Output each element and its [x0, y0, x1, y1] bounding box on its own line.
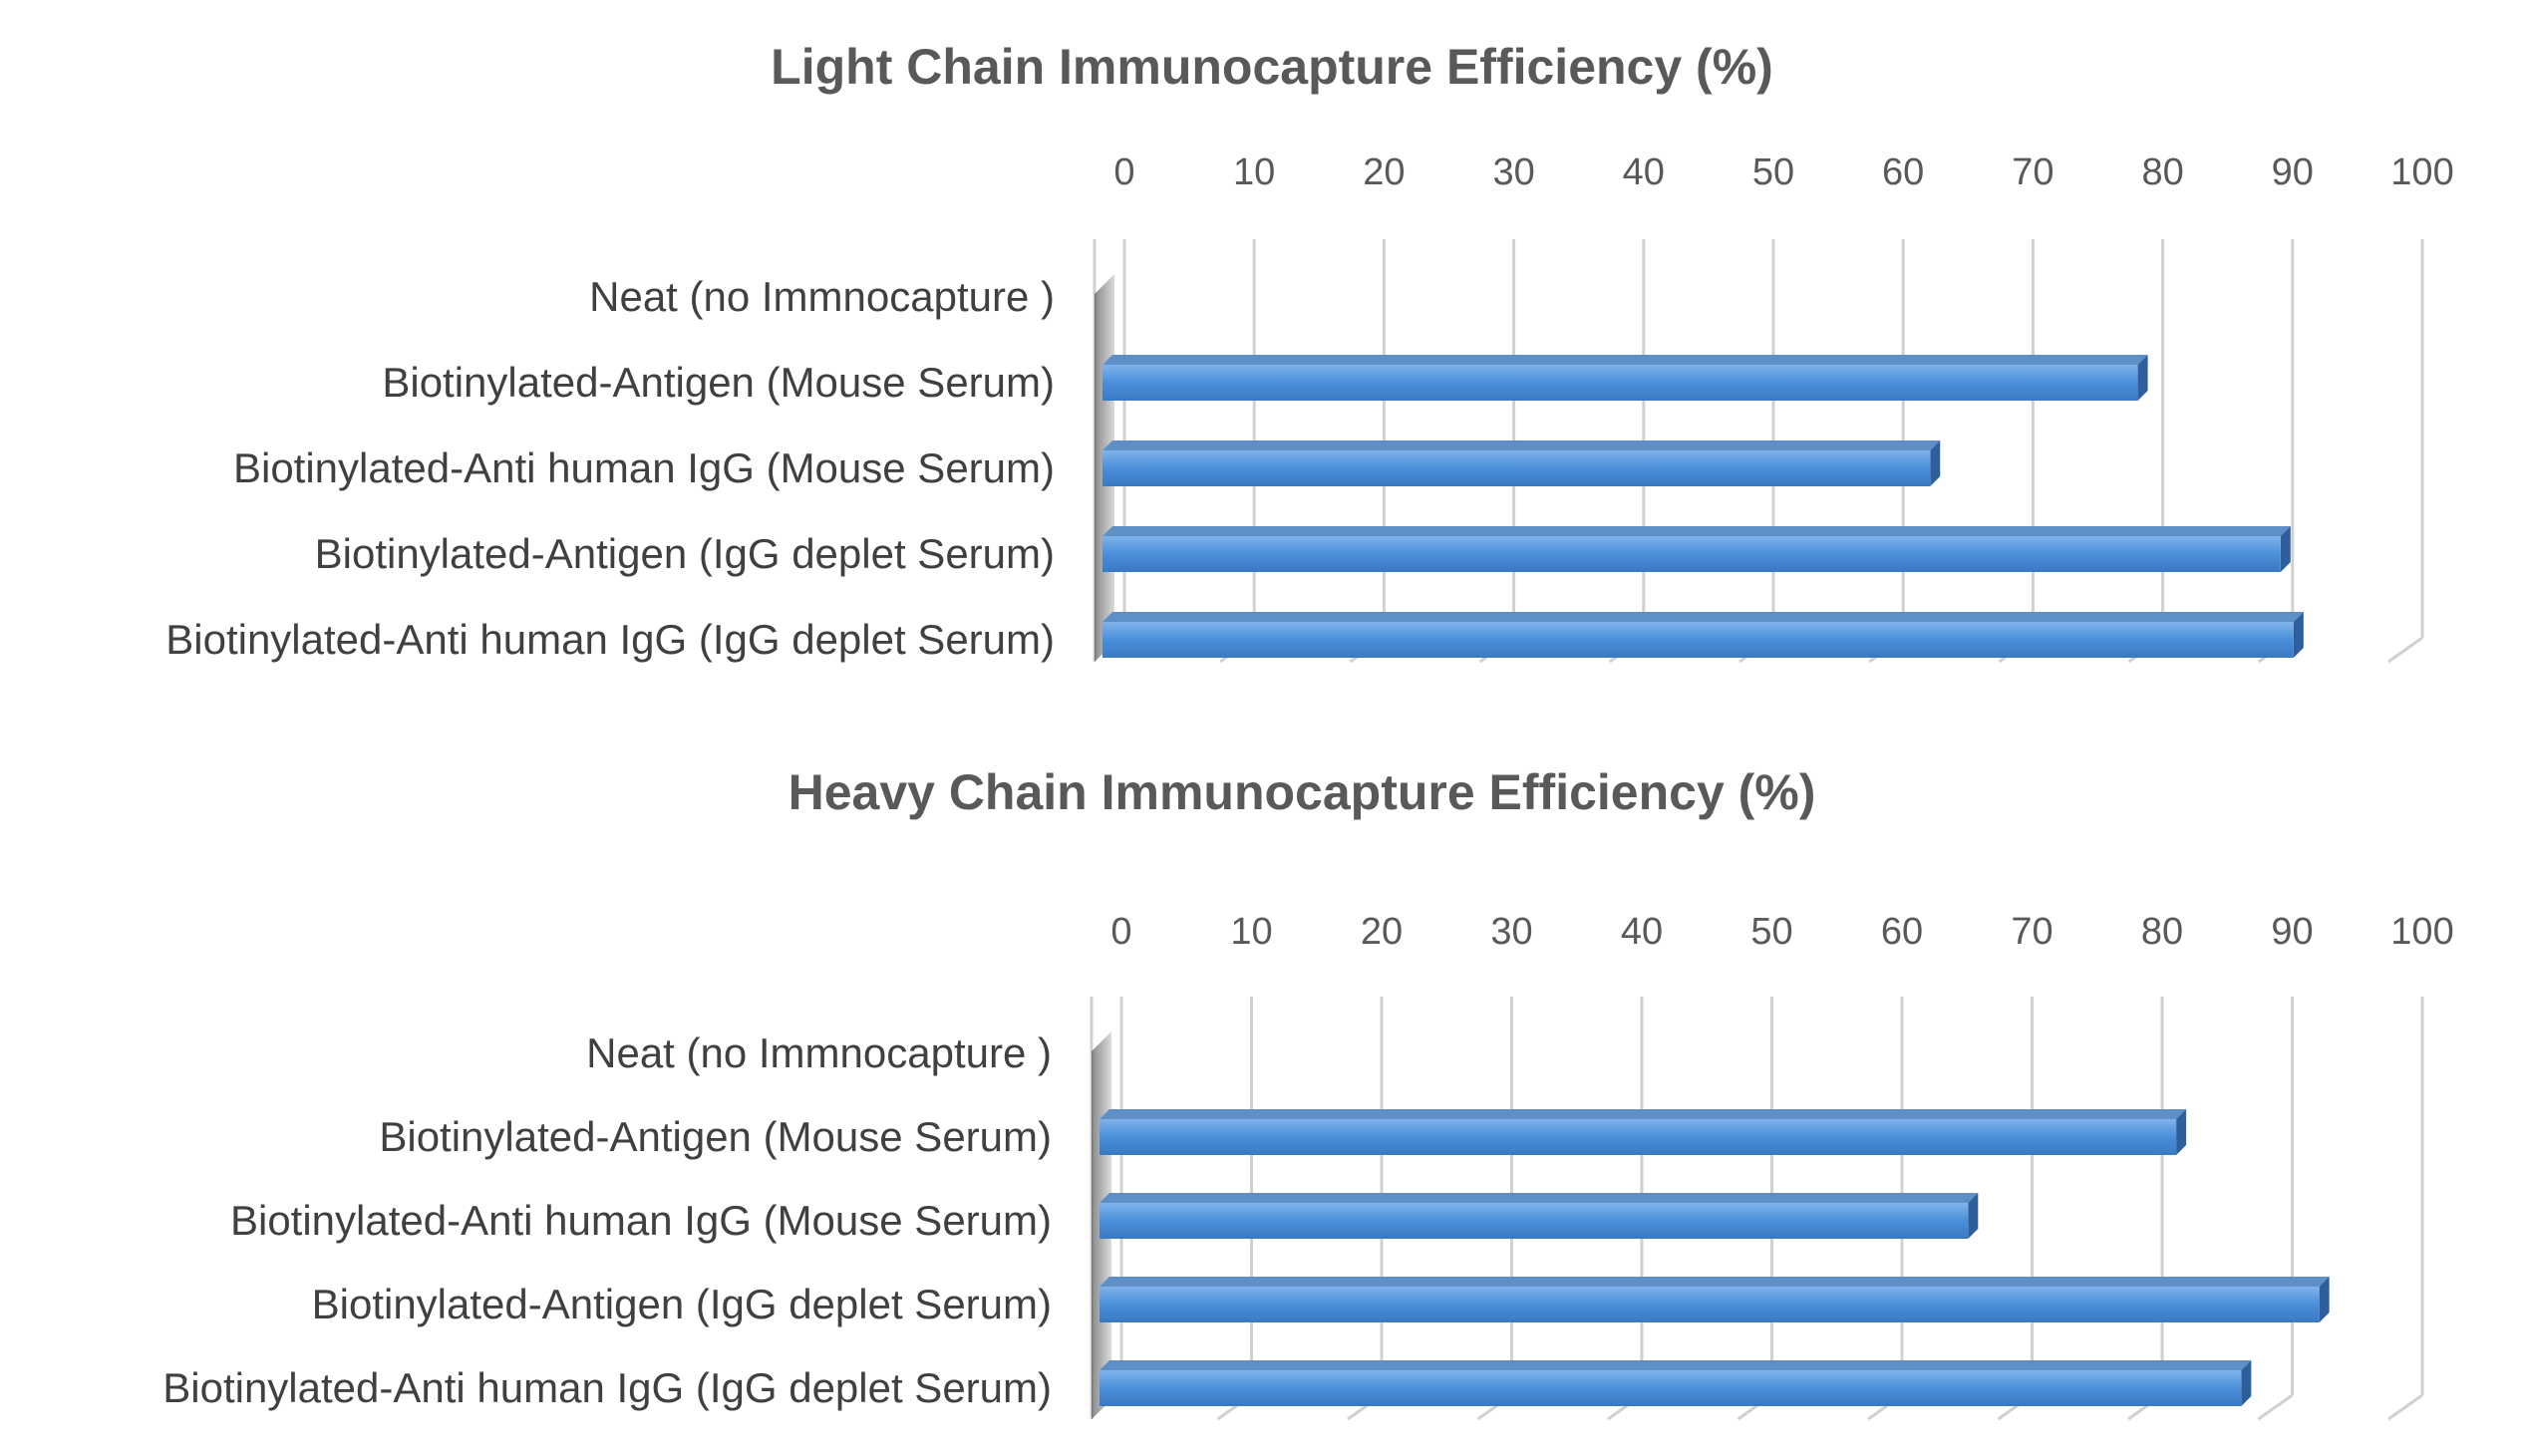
tick-label: 10 [1230, 911, 1272, 953]
bar-side [1968, 1193, 1979, 1239]
bar [1103, 450, 1931, 486]
category-label: Biotinylated-Antigen (IgG deplet Serum) [315, 530, 1055, 577]
floor-tick [2387, 636, 2423, 664]
bars [1100, 1109, 2330, 1406]
category-labels: Neat (no Immnocapture ) Biotinylated-Anti… [165, 273, 1055, 663]
bar-top [1100, 1109, 2187, 1119]
tick-label: 70 [2012, 151, 2053, 193]
bar-top [1103, 612, 2304, 622]
tick-label: 100 [2390, 911, 2453, 953]
bar [1100, 1287, 2320, 1322]
bar-side [2280, 526, 2291, 572]
tick-label: 60 [1881, 911, 1923, 953]
tick-label: 90 [2272, 151, 2314, 193]
chart-title: Heavy Chain Immunocapture Efficiency (%) [789, 764, 1816, 820]
bar-side [2176, 1109, 2187, 1155]
bars [1103, 355, 2304, 658]
tick-label: 10 [1233, 151, 1275, 193]
bar [1100, 1370, 2242, 1406]
tick-label: 80 [2141, 911, 2183, 953]
bar [1103, 536, 2281, 572]
tick-label: 80 [2141, 151, 2183, 193]
tick-label: 20 [1361, 911, 1403, 953]
bar [1103, 365, 2138, 401]
category-label: Biotinylated-Anti human IgG (Mouse Serum… [233, 444, 1055, 491]
bar-side [2293, 612, 2304, 658]
bar [1103, 622, 2294, 658]
bar-side [2241, 1360, 2252, 1406]
chart-heavy-chain: Heavy Chain Immunocapture Efficiency (%)… [162, 764, 2454, 1421]
tick-label: 40 [1621, 911, 1663, 953]
bar-side [2137, 355, 2148, 401]
bar-side [2319, 1277, 2330, 1322]
category-labels: Neat (no Immnocapture ) Biotinylated-Anti… [162, 1029, 1052, 1411]
tick-label: 0 [1110, 911, 1131, 953]
category-label: Biotinylated-Anti human IgG (Mouse Serum… [230, 1197, 1052, 1244]
tick-labels: 0 10 20 30 40 50 60 70 80 90 100 [1110, 911, 2453, 953]
tick-label: 30 [1492, 151, 1534, 193]
bar [1100, 1119, 2177, 1155]
tick-label: 70 [2011, 911, 2052, 953]
category-label: Biotinylated-Antigen (Mouse Serum) [382, 359, 1055, 406]
bar-top [1100, 1360, 2252, 1370]
bar-side [1930, 440, 1941, 486]
bar [1100, 1203, 1969, 1239]
category-label: Biotinylated-Antigen (IgG deplet Serum) [312, 1281, 1052, 1327]
bar-top [1103, 440, 1941, 450]
tick-label: 50 [1750, 911, 1792, 953]
category-label: Biotinylated-Anti human IgG (IgG deplet … [165, 616, 1055, 663]
category-label: Neat (no Immnocapture ) [589, 273, 1055, 320]
tick-label: 40 [1623, 151, 1665, 193]
tick-label: 30 [1490, 911, 1532, 953]
floor-tick [2387, 1393, 2423, 1421]
gridlines [1122, 239, 2424, 638]
tick-label: 90 [2271, 911, 2313, 953]
tick-label: 0 [1113, 151, 1134, 193]
tick-label: 50 [1752, 151, 1794, 193]
bar-top [1100, 1193, 1979, 1203]
chart-light-chain: Light Chain Immunocapture Efficiency (%)… [165, 39, 2454, 664]
bar-top [1100, 1277, 2330, 1287]
tick-label: 20 [1363, 151, 1405, 193]
tick-label: 100 [2390, 151, 2453, 193]
bar-top [1103, 526, 2291, 536]
tick-labels: 0 10 20 30 40 50 60 70 80 90 100 [1113, 151, 2453, 193]
gridlines [1119, 997, 2424, 1395]
category-label: Neat (no Immnocapture ) [586, 1029, 1052, 1076]
category-label: Biotinylated-Antigen (Mouse Serum) [379, 1113, 1052, 1160]
chart-title: Light Chain Immunocapture Efficiency (%) [771, 39, 1773, 95]
bar-top [1103, 355, 2148, 365]
category-label: Biotinylated-Anti human IgG (IgG deplet … [162, 1364, 1052, 1411]
floor-tick [2257, 1393, 2294, 1421]
tick-label: 60 [1882, 151, 1924, 193]
